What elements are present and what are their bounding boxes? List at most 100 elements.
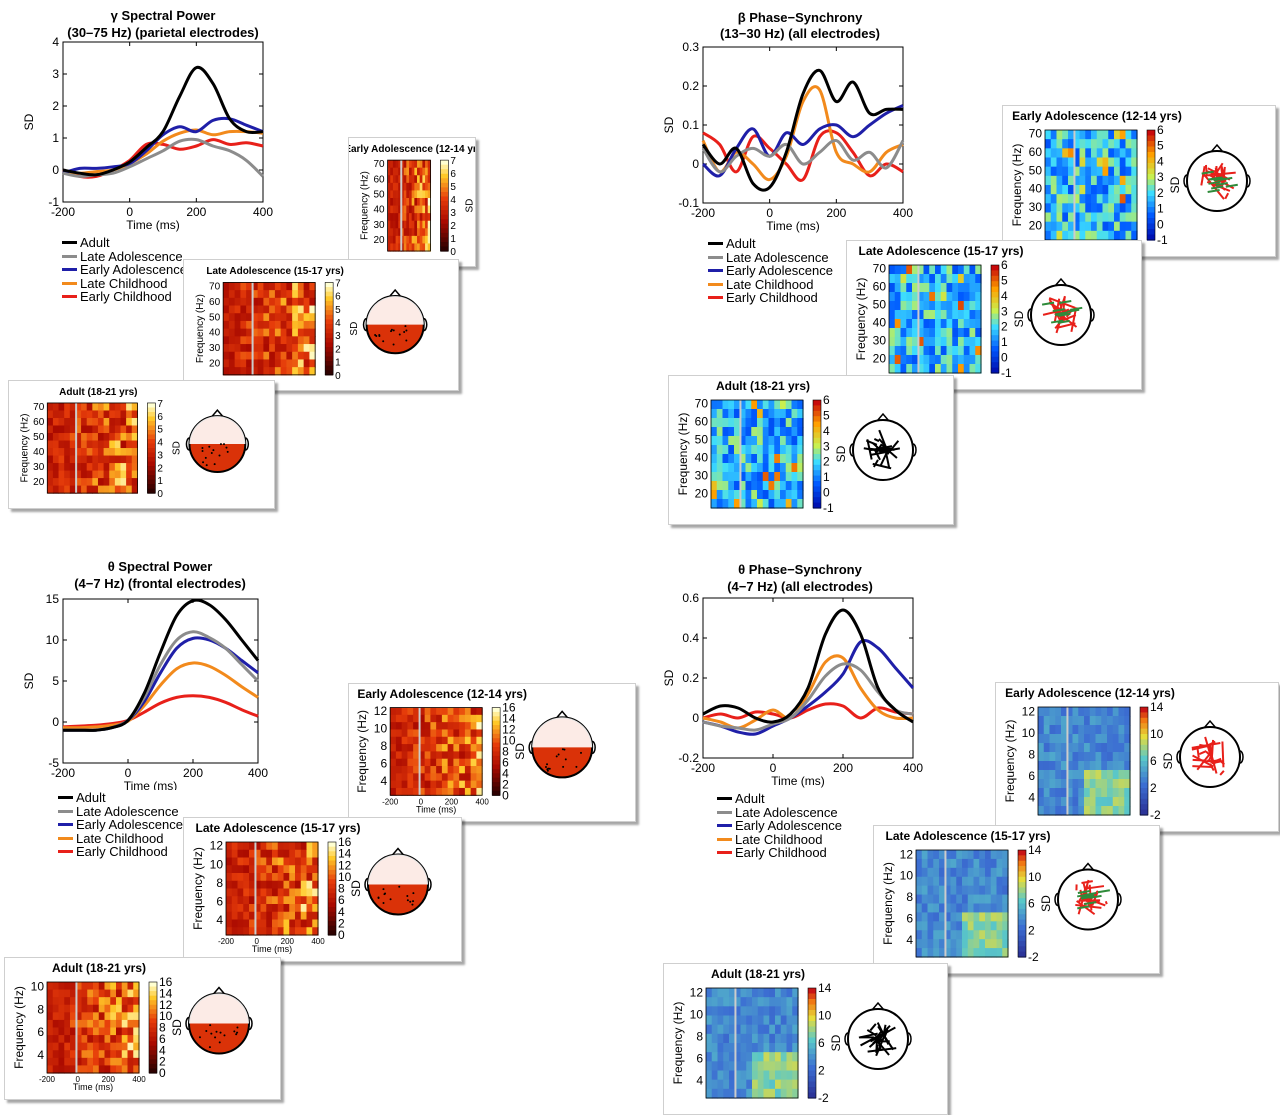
colorbar-segment bbox=[328, 861, 336, 866]
heatmap-cell bbox=[278, 889, 284, 897]
heatmap-cell bbox=[266, 858, 272, 866]
heatmap-cell bbox=[110, 982, 116, 990]
colorbar-segment bbox=[1018, 871, 1026, 877]
heatmap-cell bbox=[906, 337, 912, 347]
heatmap-cell bbox=[1050, 752, 1056, 762]
heatmap-cell bbox=[1114, 213, 1120, 223]
heatmap-cell bbox=[104, 403, 110, 411]
heatmap-cell bbox=[425, 729, 431, 737]
heatmap-cell bbox=[717, 400, 723, 410]
electrode-dot bbox=[209, 1024, 211, 1026]
colorbar-segment bbox=[147, 457, 155, 462]
inset-chart: Early Adolescence (12-14 yrs)70605040302… bbox=[349, 138, 475, 266]
heatmap-cell bbox=[787, 1071, 793, 1081]
heatmap-cell bbox=[952, 292, 958, 302]
chart-legend: Adult Late Adolescence Early Adolescence… bbox=[58, 791, 183, 859]
heatmap-cell bbox=[787, 1025, 793, 1035]
x-axis-label: Time (ms) bbox=[124, 779, 178, 790]
heatmap-cell bbox=[110, 1050, 116, 1058]
heatmap-cell bbox=[901, 328, 907, 338]
heatmap-cell bbox=[47, 1005, 53, 1013]
heatmap-cell bbox=[947, 283, 953, 293]
colorbar-segment bbox=[147, 412, 155, 417]
heatmap-cell bbox=[92, 425, 98, 433]
heatmap-cell bbox=[746, 463, 752, 473]
heatmap-cell bbox=[712, 1025, 718, 1035]
y-tick-label: 0.1 bbox=[682, 118, 699, 132]
heatmap-cell bbox=[1085, 213, 1091, 223]
colorbar-segment bbox=[1140, 777, 1148, 783]
inset-title: Adult (18-21 yrs) bbox=[59, 387, 137, 398]
heatmap-cell bbox=[1096, 779, 1102, 789]
heatmap-cell bbox=[122, 1020, 128, 1028]
heatmap-cell bbox=[723, 1016, 729, 1026]
heatmap-cell bbox=[128, 1065, 134, 1073]
colorbar-segment bbox=[1018, 941, 1026, 947]
heatmap-cell bbox=[775, 1006, 781, 1016]
x-tick-label: 0 bbox=[766, 206, 773, 220]
colorbar-segment bbox=[1147, 180, 1155, 186]
colorbar-tick-label: 2 bbox=[823, 455, 830, 469]
heatmap-cell bbox=[912, 337, 918, 347]
colorbar-segment bbox=[325, 296, 333, 301]
heatmap-cell bbox=[289, 865, 295, 873]
heatmap-cell bbox=[775, 1089, 781, 1099]
heatmap-cell bbox=[110, 1020, 116, 1028]
y-tick-label: 20 bbox=[873, 352, 887, 366]
heatmap-cell bbox=[751, 472, 757, 482]
heatmap-cell bbox=[1061, 743, 1067, 753]
heatmap-cell bbox=[781, 988, 787, 998]
heatmap-cell bbox=[1113, 734, 1119, 744]
heatmap-cell bbox=[240, 290, 246, 298]
heatmap-cell bbox=[226, 904, 232, 912]
heatmap-cell bbox=[413, 781, 419, 789]
heatmap-cell bbox=[266, 912, 272, 920]
heatmap-cell bbox=[1055, 725, 1061, 735]
heatmap-cell bbox=[120, 463, 126, 471]
heatmap-cell bbox=[1091, 167, 1097, 177]
colorbar-tick-label: 6 bbox=[450, 169, 456, 180]
heatmap-cell bbox=[289, 912, 295, 920]
heatmap-cell bbox=[941, 364, 947, 374]
electrode-dot bbox=[214, 463, 216, 465]
colorbar-label: SD bbox=[1012, 310, 1026, 327]
colorbar-tick-label: -2 bbox=[1028, 950, 1039, 964]
heatmap-cell bbox=[979, 886, 985, 896]
electrode-dot bbox=[562, 748, 564, 750]
colorbar-segment bbox=[991, 324, 999, 330]
heatmap-cell bbox=[939, 921, 945, 931]
legend-item-early-childhood: Early Childhood bbox=[58, 845, 183, 859]
heatmap-cell bbox=[223, 367, 229, 375]
heatmap-cell bbox=[758, 1006, 764, 1016]
heatmap-cell bbox=[901, 301, 907, 311]
heatmap-cell bbox=[116, 1065, 122, 1073]
heatmap-cell bbox=[120, 433, 126, 441]
heatmap-cell bbox=[471, 744, 477, 752]
heatmap-cell bbox=[1126, 185, 1132, 195]
heatmap-cell bbox=[964, 292, 970, 302]
heatmap-cell bbox=[110, 990, 116, 998]
heatmap-cell bbox=[278, 912, 284, 920]
heatmap-cell bbox=[985, 939, 991, 949]
colorbar-segment bbox=[328, 842, 336, 847]
heatmap-cell bbox=[723, 445, 729, 455]
heatmap-cell bbox=[728, 436, 734, 446]
heatmap-cell bbox=[924, 328, 930, 338]
heatmap-cell bbox=[912, 310, 918, 320]
heatmap-cell bbox=[258, 336, 264, 344]
heatmap-cell bbox=[1091, 148, 1097, 158]
heatmap-cell bbox=[1120, 148, 1126, 158]
heatmap-cell bbox=[951, 939, 957, 949]
heatmap-cell bbox=[266, 865, 272, 873]
heatmap-cell bbox=[1108, 176, 1114, 186]
heatmap-cell bbox=[275, 298, 281, 306]
heatmap-cell bbox=[711, 418, 717, 428]
heatmap-cell bbox=[235, 352, 241, 360]
heatmap-cell bbox=[1107, 743, 1113, 753]
heatmap-cell bbox=[292, 306, 298, 314]
heatmap-cell bbox=[47, 441, 53, 449]
heatmap-cell bbox=[87, 410, 93, 418]
heatmap-cell bbox=[47, 1020, 53, 1028]
x-axis-label: Time (ms) bbox=[126, 218, 180, 232]
colorbar-segment bbox=[328, 875, 336, 880]
